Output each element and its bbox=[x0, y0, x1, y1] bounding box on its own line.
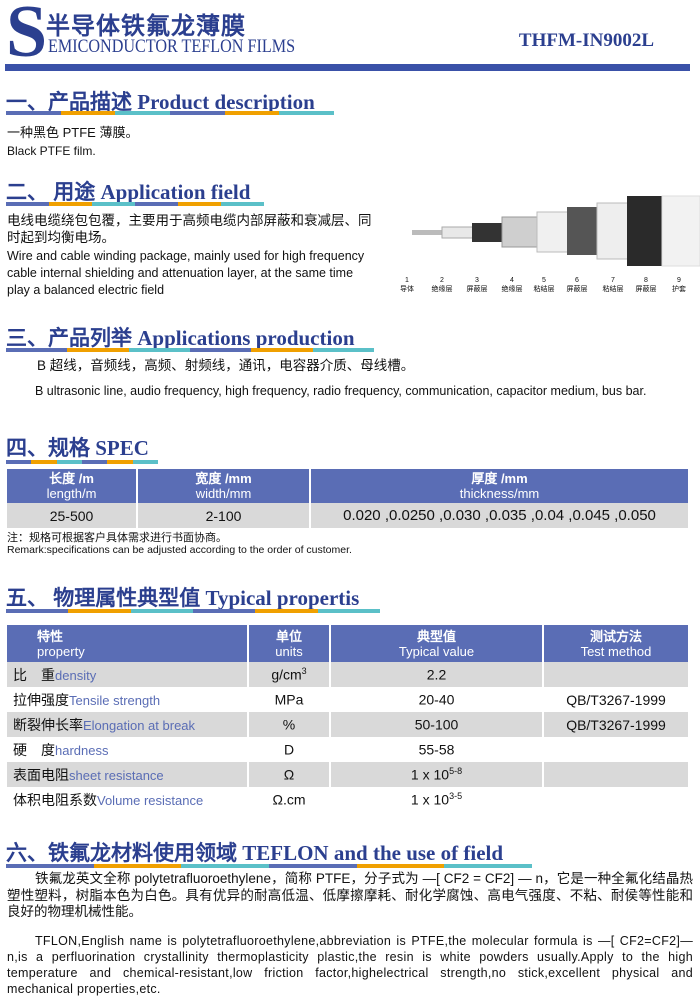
table-row: 体积电阻系数Volume resistance Ω.cm 1 x 103-5 bbox=[7, 787, 690, 812]
description-cn: 一种黑色 PTFE 薄膜。 bbox=[7, 125, 139, 140]
col-length: 长度 /m length/m bbox=[7, 469, 138, 503]
unit: Ω bbox=[248, 762, 331, 787]
unit: MPa bbox=[248, 687, 331, 712]
layer-label-2: 2 绝缘层 bbox=[431, 277, 453, 293]
title-cn: 半导体铁氟龙薄膜 bbox=[46, 13, 246, 40]
col-width: 宽度 /mm width/mm bbox=[137, 469, 311, 503]
description-en: Black PTFE film. bbox=[7, 144, 96, 158]
section-underline bbox=[6, 111, 335, 115]
layer-label-1: 1 导体 bbox=[400, 277, 414, 293]
col-property: 特性 property bbox=[7, 625, 249, 662]
teflon-en: TFLON,English name is polytetrafluoroeth… bbox=[7, 934, 693, 996]
layer-label-6: 6 屏蔽层 bbox=[566, 277, 588, 293]
cable-illustration bbox=[412, 195, 700, 267]
spec-note-en: Remark:specifications can be adjusted ac… bbox=[7, 544, 352, 556]
property-name: 硬 度hardness bbox=[7, 737, 249, 762]
section-title-applications-production: 三、产品列举 Applications production bbox=[6, 326, 355, 350]
table-row: 比 重density g/cm3 2.2 bbox=[7, 662, 690, 687]
col-units: 单位 units bbox=[248, 625, 331, 662]
test-method: QB/T3267-1999 bbox=[543, 712, 690, 737]
section-underline bbox=[6, 348, 374, 352]
length-value: 25-500 bbox=[7, 503, 138, 528]
table-row: 拉伸强度Tensile strength MPa 20-40 QB/T3267-… bbox=[7, 687, 690, 712]
test-method bbox=[543, 787, 690, 812]
unit: g/cm3 bbox=[248, 662, 331, 687]
table-row: 25-500 2-100 0.020 ,0.0250 ,0.030 ,0.035… bbox=[7, 503, 690, 528]
layer-label-5: 5 粘结层 bbox=[533, 277, 555, 293]
section-title-properties: 五、 物理属性典型值 Typical propertis bbox=[6, 586, 360, 610]
section-underline bbox=[6, 609, 380, 613]
layer-label-8: 8 屏蔽层 bbox=[635, 277, 657, 293]
spec-table: 长度 /m length/m 宽度 /mm width/mm 厚度 /mm thick… bbox=[7, 469, 690, 528]
properties-table: 特性 property 单位 units 典型值 Typical value 测试方法… bbox=[7, 625, 690, 812]
test-method: QB/T3267-1999 bbox=[543, 687, 690, 712]
section-title-application: 二、 用途 Application field bbox=[6, 180, 251, 204]
layer-label-7: 7 粘结层 bbox=[602, 277, 624, 293]
application-en: Wire and cable winding package, mainly u… bbox=[7, 249, 365, 297]
cable-diagram: 1 导体 2 绝缘层 3 屏蔽层 4 绝缘层 5 粘结层 6 屏蔽层 7 粘结层 8 屏蔽层 9… bbox=[400, 192, 700, 300]
applications-cn: B 超线，音频线，高频、射频线，通讯，电容器介质、母线槽。 bbox=[37, 358, 415, 373]
typical-value: 20-40 bbox=[330, 687, 544, 712]
section-title-spec: 四、规格 SPEC bbox=[6, 436, 149, 460]
section-underline bbox=[6, 202, 264, 206]
test-method bbox=[543, 662, 690, 687]
title-en: EMICONDUCTOR TEFLON FILMS bbox=[48, 36, 296, 57]
col-typical: 典型值 Typical value bbox=[330, 625, 544, 662]
property-name: 表面电阻sheet resistance bbox=[7, 762, 249, 787]
unit: Ω.cm bbox=[248, 787, 331, 812]
application-cn: 电线电缆绕包包覆，主要用于高频电缆内部屏蔽和衰减层、同时起到均衡电场。 bbox=[7, 213, 372, 245]
spec-note-cn: 注：规格可根据客户具体需求进行书面协商。 bbox=[7, 532, 227, 544]
table-row: 表面电阻sheet resistance Ω 1 x 105-8 bbox=[7, 762, 690, 787]
typical-value: 55-58 bbox=[330, 737, 544, 762]
applications-en: B ultrasonic line, audio frequency, high… bbox=[35, 384, 647, 398]
unit: D bbox=[248, 737, 331, 762]
teflon-cn: 铁氟龙英文全称 polytetrafluoroethylene，简称 PTFE，… bbox=[7, 871, 693, 919]
test-method bbox=[543, 737, 690, 762]
layer-label-4: 4 绝缘层 bbox=[501, 277, 523, 293]
property-name: 比 重density bbox=[7, 662, 249, 687]
thickness-values: 0.020 ,0.0250 ,0.030 ,0.035 ,0.04 ,0.045… bbox=[310, 503, 690, 528]
section-underline bbox=[6, 460, 158, 464]
layer-label-9: 9 护套 bbox=[672, 277, 686, 293]
typical-value: 2.2 bbox=[330, 662, 544, 687]
col-thickness: 厚度 /mm thickness/mm bbox=[310, 469, 690, 503]
unit: % bbox=[248, 712, 331, 737]
product-code: THFM-IN9002L bbox=[518, 30, 654, 51]
section-title-description: 一、产品描述 Product description bbox=[6, 90, 315, 114]
property-name: 体积电阻系数Volume resistance bbox=[7, 787, 249, 812]
col-method: 测试方法 Test method bbox=[543, 625, 690, 662]
property-name: 断裂伸长率Elongation at break bbox=[7, 712, 249, 737]
typical-value: 50-100 bbox=[330, 712, 544, 737]
layer-label-3: 3 屏蔽层 bbox=[466, 277, 488, 293]
typical-value: 1 x 103-5 bbox=[330, 787, 544, 812]
width-value: 2-100 bbox=[137, 503, 311, 528]
table-row: 硬 度hardness D 55-58 bbox=[7, 737, 690, 762]
section-underline bbox=[6, 864, 533, 868]
logo-letter: S bbox=[6, 0, 48, 73]
property-name: 拉伸强度Tensile strength bbox=[7, 687, 249, 712]
test-method bbox=[543, 762, 690, 787]
table-row: 断裂伸长率Elongation at break % 50-100 QB/T32… bbox=[7, 712, 690, 737]
section-title-teflon: 六、铁氟龙材料使用领域 TEFLON and the use of field bbox=[6, 841, 504, 865]
header-divider bbox=[5, 64, 690, 71]
typical-value: 1 x 105-8 bbox=[330, 762, 544, 787]
